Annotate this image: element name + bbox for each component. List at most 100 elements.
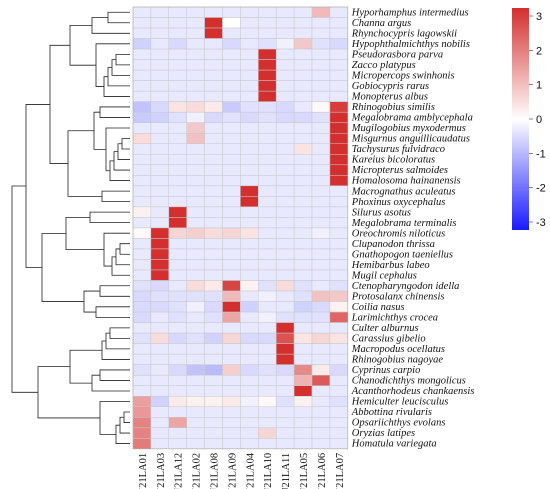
heatmap-cell bbox=[168, 343, 187, 355]
heatmap-cell bbox=[168, 311, 187, 323]
row-label: Larimichthys crocea bbox=[351, 313, 438, 324]
heatmap-cell bbox=[132, 311, 152, 323]
heatmap-cell bbox=[311, 111, 331, 123]
heatmap-cell bbox=[168, 332, 187, 344]
heatmap-cell bbox=[275, 38, 295, 50]
row-label: Gobiocypris rarus bbox=[352, 81, 429, 92]
heatmap-cell bbox=[222, 101, 241, 113]
heatmap-cell bbox=[204, 248, 223, 260]
dendrogram-branch bbox=[109, 160, 130, 181]
heatmap-cell bbox=[258, 90, 277, 102]
heatmap-cell bbox=[168, 111, 187, 123]
heatmap-cell bbox=[186, 154, 205, 166]
heatmap-cell bbox=[150, 154, 170, 166]
heatmap-cell bbox=[222, 374, 241, 386]
heatmap-cell bbox=[204, 374, 223, 386]
heatmap-cell bbox=[150, 80, 170, 92]
heatmap-cell bbox=[222, 301, 241, 313]
heatmap-cell bbox=[168, 280, 187, 292]
heatmap-cell bbox=[311, 185, 331, 197]
dendrogram-branch bbox=[25, 104, 50, 268]
column-label: U21LA04 bbox=[245, 452, 256, 489]
heatmap-cell bbox=[329, 248, 349, 260]
heatmap-cell bbox=[275, 164, 295, 176]
heatmap-cell bbox=[293, 217, 313, 229]
row-dendrogram bbox=[11, 11, 130, 444]
heatmap-cell bbox=[293, 406, 313, 418]
heatmap-cell bbox=[186, 111, 205, 123]
row-label: Phoxinus oxycephalus bbox=[351, 197, 446, 208]
heatmap-cell bbox=[240, 6, 259, 18]
heatmap-cell bbox=[293, 6, 313, 18]
heatmap-cell bbox=[204, 164, 223, 176]
heatmap-cell bbox=[240, 217, 259, 229]
heatmap-cell bbox=[186, 80, 205, 92]
heatmap-cell bbox=[329, 280, 349, 292]
heatmap-cell bbox=[168, 322, 187, 334]
heatmap-cell bbox=[222, 332, 241, 344]
heatmap-cell bbox=[293, 332, 313, 344]
column-label: U21LA10 bbox=[263, 453, 274, 489]
heatmap-cell bbox=[258, 27, 277, 39]
heatmap-cell bbox=[222, 353, 241, 365]
heatmap-cell bbox=[132, 111, 152, 123]
heatmap-cell bbox=[311, 290, 331, 302]
heatmap-cell bbox=[204, 143, 223, 155]
heatmap-cell bbox=[258, 332, 277, 344]
heatmap-cell bbox=[132, 280, 152, 292]
heatmap-cell bbox=[258, 48, 277, 60]
heatmap-cell bbox=[240, 311, 259, 323]
heatmap-cell bbox=[293, 69, 313, 81]
heatmap-cell bbox=[150, 438, 170, 450]
heatmap-cell bbox=[329, 80, 349, 92]
heatmap-cell bbox=[275, 132, 295, 145]
heatmap-cell bbox=[222, 38, 241, 50]
color-scale-tick-label: -1 bbox=[536, 148, 546, 160]
column-label: U21LA12 bbox=[174, 453, 185, 489]
heatmap-cell bbox=[293, 417, 313, 429]
heatmap-cell bbox=[293, 17, 313, 29]
heatmap-cell bbox=[204, 111, 223, 123]
heatmap-cell bbox=[132, 301, 152, 313]
dendrogram-branch bbox=[123, 411, 130, 423]
heatmap-cell bbox=[168, 374, 187, 386]
heatmap-cell bbox=[329, 175, 349, 187]
heatmap-cell bbox=[258, 111, 277, 123]
column-label: U21LA08 bbox=[210, 453, 221, 489]
heatmap-cell bbox=[204, 175, 223, 187]
heatmap-cell bbox=[186, 364, 205, 376]
heatmap-cell bbox=[240, 364, 259, 376]
heatmap-cell bbox=[258, 143, 277, 155]
heatmap-cell bbox=[150, 417, 170, 429]
heatmap-cell bbox=[311, 406, 331, 418]
heatmap-cell bbox=[293, 438, 313, 450]
heatmap-cell bbox=[329, 311, 349, 323]
heatmap-cell bbox=[311, 332, 331, 344]
heatmap-cell bbox=[275, 80, 295, 92]
heatmap-cell bbox=[132, 48, 152, 60]
heatmap-cell bbox=[240, 80, 259, 92]
dendrogram-branch bbox=[107, 67, 130, 87]
heatmap-cell bbox=[222, 385, 241, 397]
heatmap-border bbox=[132, 6, 349, 450]
heatmap-cell bbox=[240, 69, 259, 81]
heatmap-cell bbox=[186, 353, 205, 365]
heatmap-cell bbox=[258, 227, 277, 239]
heatmap-cell bbox=[275, 206, 295, 218]
heatmap-cell bbox=[293, 269, 313, 281]
row-label: Hyporhamphus intermedius bbox=[351, 7, 469, 18]
dendrogram-branch bbox=[115, 424, 130, 444]
row-label: Opsariichthys evolans bbox=[352, 418, 446, 429]
heatmap-cell bbox=[240, 343, 259, 355]
heatmap-cell bbox=[132, 227, 152, 239]
heatmap-cell bbox=[240, 59, 259, 71]
heatmap-cell bbox=[204, 385, 223, 397]
row-label: Homatula variegata bbox=[351, 439, 437, 450]
dendrogram-branch bbox=[83, 290, 100, 313]
heatmap-cell bbox=[258, 427, 277, 439]
heatmap-cell bbox=[168, 227, 187, 239]
dendrogram-branch bbox=[111, 59, 130, 76]
heatmap-cell bbox=[222, 259, 241, 271]
heatmap-cell bbox=[258, 38, 277, 50]
heatmap-cell bbox=[132, 90, 152, 102]
